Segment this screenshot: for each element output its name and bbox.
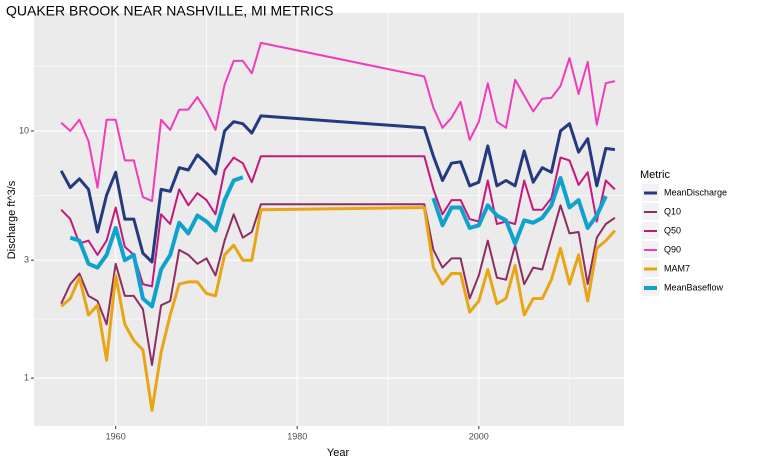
legend-label: Q90 — [664, 244, 681, 254]
y-tick-label: 1 — [24, 372, 29, 382]
series-line — [60, 206, 617, 412]
legend-label: MeanBaseflow — [664, 282, 724, 292]
legend-label: Q10 — [664, 206, 681, 216]
legend-label: MAM7 — [664, 263, 690, 273]
series-line — [60, 203, 616, 366]
series-line — [60, 41, 616, 203]
series-line — [59, 114, 616, 264]
x-axis-label: Year — [327, 447, 350, 459]
y-axis-label: Discharge ft^3/s — [6, 180, 18, 259]
legend-title: Metric — [640, 169, 670, 181]
series-line — [69, 175, 608, 309]
y-tick-label: 3 — [24, 255, 29, 265]
x-tick-label: 1980 — [287, 431, 307, 441]
y-tick-label: 10 — [19, 125, 29, 135]
legend-label: MeanDischarge — [664, 187, 727, 197]
x-tick-label: 2000 — [469, 431, 489, 441]
series-line — [60, 155, 616, 288]
legend-label: Q50 — [664, 225, 681, 235]
chart-title: QUAKER BROOK NEAR NASHVILLE, MI METRICS — [6, 3, 334, 19]
x-tick-label: 1960 — [106, 431, 126, 441]
